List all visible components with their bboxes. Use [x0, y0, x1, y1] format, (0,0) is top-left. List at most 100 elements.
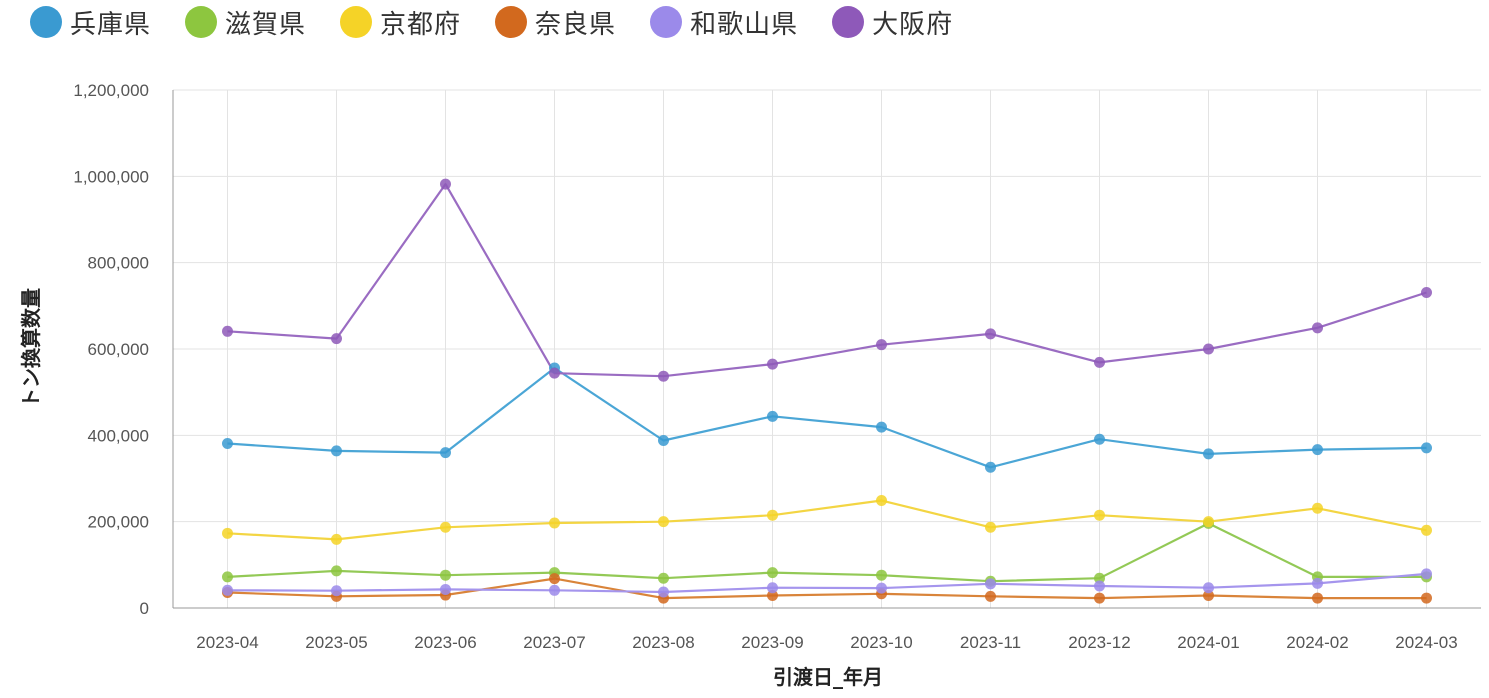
data-point [222, 584, 233, 596]
legend-item-hyogo[interactable]: 兵庫県 [30, 4, 151, 41]
x-tick-label: 2023-07 [523, 633, 585, 652]
series-line [227, 572, 1427, 594]
data-point [331, 533, 342, 545]
data-point [985, 328, 996, 340]
data-point [1203, 582, 1214, 594]
data-point [1312, 502, 1323, 514]
data-point [440, 447, 451, 459]
data-point [767, 582, 778, 594]
data-point [767, 358, 778, 370]
y-axis-title: トン換算数量 [19, 288, 43, 408]
x-tick-label: 2023-11 [960, 633, 1021, 652]
data-point [1203, 448, 1214, 460]
data-point [876, 421, 887, 433]
data-point [1312, 322, 1323, 334]
data-point [1421, 592, 1432, 604]
data-point [549, 573, 560, 585]
data-point [1203, 516, 1214, 528]
legend-item-wakayama[interactable]: 和歌山県 [650, 4, 798, 41]
data-point [1203, 343, 1214, 355]
series-line [227, 499, 1427, 541]
data-point [1312, 444, 1323, 456]
data-point [1094, 509, 1105, 521]
gridlines [173, 89, 1481, 608]
data-point [876, 582, 887, 594]
data-point [222, 527, 233, 539]
data-point [876, 495, 887, 507]
x-tick-label: 2023-08 [632, 633, 694, 652]
legend-item-nara[interactable]: 奈良県 [495, 4, 616, 41]
data-point [985, 590, 996, 602]
legend-label: 兵庫県 [70, 9, 152, 40]
data-point [985, 578, 996, 590]
data-point [1312, 592, 1323, 604]
data-point [440, 583, 451, 595]
x-tick-label: 2023-12 [1068, 633, 1130, 652]
legend-item-kyoto[interactable]: 京都府 [340, 4, 461, 41]
data-point [331, 445, 342, 457]
series-line [227, 366, 1427, 469]
legend-marker [650, 6, 683, 38]
data-point [1421, 524, 1432, 536]
legend-marker [185, 6, 218, 38]
y-tick-label: 1,000,000 [73, 167, 149, 186]
data-point [658, 435, 669, 447]
data-point [440, 178, 451, 190]
data-point [1094, 433, 1105, 445]
legend-label: 和歌山県 [690, 9, 799, 40]
legend-label: 滋賀県 [225, 9, 307, 40]
data-point [658, 516, 669, 528]
y-tick-label: 0 [140, 599, 149, 618]
y-tick-label: 400,000 [88, 426, 149, 445]
legend-marker [340, 6, 373, 38]
legend-label: 大阪府 [872, 9, 954, 40]
chart-legend: 兵庫県 滋賀県 京都府 奈良県 和歌山県 大阪府 [30, 2, 987, 42]
data-point [549, 517, 560, 529]
data-point [549, 584, 560, 596]
x-tick-label: 2023-10 [850, 633, 912, 652]
data-point [985, 461, 996, 473]
y-tick-label: 200,000 [88, 513, 149, 532]
axes: 0 200,000 400,000 600,000 800,000 1,000,000 1,… [73, 81, 1481, 652]
data-point [1094, 580, 1105, 592]
legend-item-osaka[interactable]: 大阪府 [832, 4, 953, 41]
x-tick-label: 2023-06 [414, 633, 476, 652]
legend-marker [495, 6, 528, 38]
data-point [1094, 356, 1105, 368]
x-tick-label: 2024-02 [1286, 633, 1348, 652]
data-point [549, 367, 560, 379]
legend-marker [30, 6, 62, 38]
data-point [876, 339, 887, 351]
data-point [658, 572, 669, 584]
data-point [1421, 568, 1432, 580]
data-point [767, 589, 778, 601]
legend-marker [832, 6, 865, 38]
series-points [222, 178, 1432, 604]
data-point [767, 410, 778, 422]
data-point [222, 325, 233, 337]
data-point [1203, 589, 1214, 601]
legend-item-shiga[interactable]: 滋賀県 [185, 4, 306, 41]
data-point [1312, 577, 1323, 589]
y-tick-label: 600,000 [88, 340, 149, 359]
y-tick-label: 1,200,000 [73, 81, 149, 100]
data-point [222, 571, 233, 583]
series-line [227, 183, 1427, 378]
data-point [222, 438, 233, 450]
x-tick-label: 2023-09 [741, 633, 803, 652]
y-tick-label: 800,000 [88, 254, 149, 273]
data-point [1421, 442, 1432, 454]
legend-label: 京都府 [380, 9, 462, 40]
data-point [658, 586, 669, 598]
data-point [876, 569, 887, 581]
data-point [1421, 286, 1432, 298]
data-point [1094, 592, 1105, 604]
data-point [440, 569, 451, 581]
x-tick-label: 2023-04 [196, 633, 258, 652]
data-point [331, 585, 342, 597]
series-lines [227, 183, 1427, 600]
legend-label: 奈良県 [535, 9, 617, 40]
data-point [985, 521, 996, 533]
data-point [331, 565, 342, 577]
